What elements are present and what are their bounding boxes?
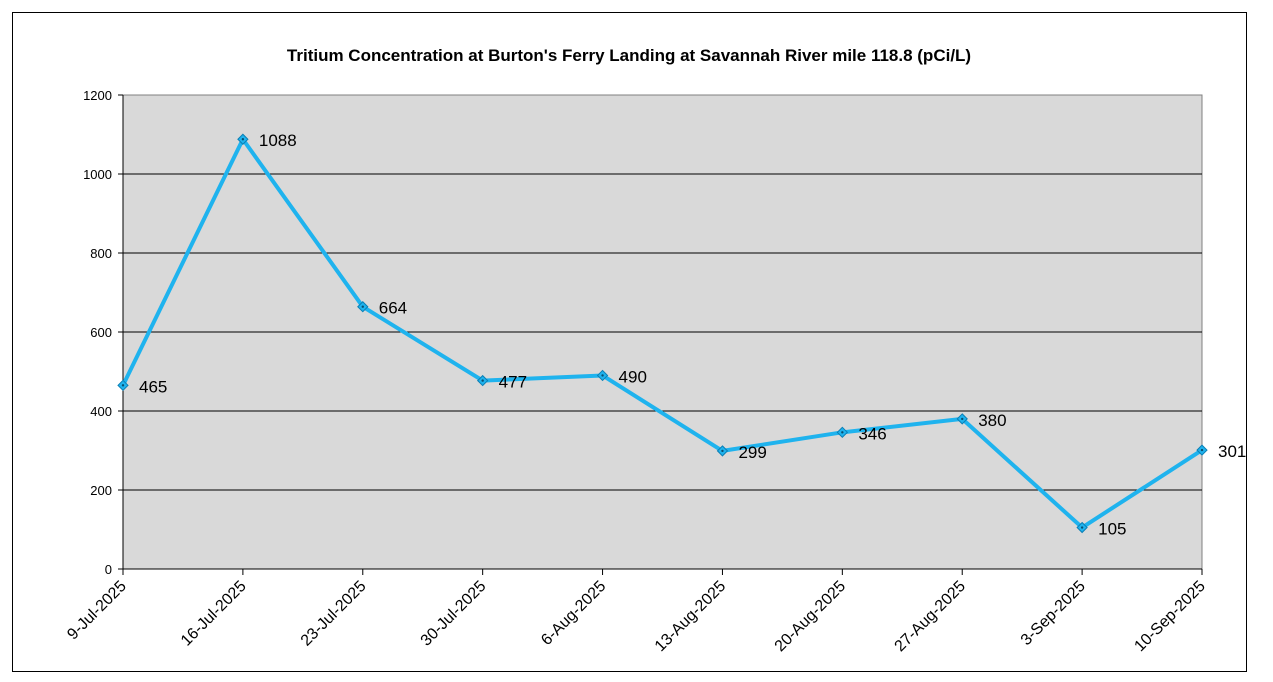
x-tick-label: 10-Sep-2025 — [1131, 578, 1209, 656]
data-label: 664 — [379, 299, 407, 318]
y-tick-label: 400 — [90, 404, 112, 419]
x-tick-label: 20-Aug-2025 — [772, 578, 850, 656]
x-tick-label: 23-Jul-2025 — [298, 578, 370, 650]
data-label: 465 — [139, 377, 167, 396]
data-point-center — [601, 374, 604, 377]
series-line — [121, 137, 1204, 530]
y-axis-ticks: 0 200 400 600 800 1000 1200 — [83, 88, 112, 577]
data-point-center — [481, 379, 484, 382]
y-tick-label: 800 — [90, 246, 112, 261]
data-label: 380 — [978, 411, 1006, 430]
data-label: 346 — [858, 424, 886, 443]
x-tick-label: 3-Sep-2025 — [1018, 578, 1089, 649]
x-axis-ticks: 9-Jul-2025 16-Jul-2025 23-Jul-2025 30-Jul-2… — [64, 578, 1209, 656]
data-point-center — [241, 138, 245, 141]
data-label: 490 — [619, 367, 647, 386]
axes — [118, 94, 1203, 575]
chart-frame: Tritium Concentration at Burton's Ferry … — [12, 12, 1247, 672]
y-tick-label: 0 — [105, 562, 112, 577]
x-tick-label: 27-Aug-2025 — [892, 578, 970, 656]
data-label: 105 — [1098, 520, 1126, 539]
y-tick-label: 600 — [90, 325, 112, 340]
data-point-center — [721, 449, 724, 453]
data-label: 301 — [1218, 442, 1246, 461]
x-tick-label: 13-Aug-2025 — [652, 578, 730, 656]
data-point-center — [961, 417, 964, 421]
data-label: 477 — [499, 373, 527, 392]
data-point-center — [121, 384, 125, 387]
chart-title: Tritium Concentration at Burton's Ferry … — [287, 46, 971, 65]
data-label: 299 — [738, 443, 766, 462]
data-point-center — [1080, 526, 1084, 529]
y-tick-label: 200 — [90, 483, 112, 498]
data-point-center — [841, 431, 844, 434]
x-tick-label: 30-Jul-2025 — [418, 578, 490, 650]
data-label: 1088 — [259, 131, 297, 150]
data-point-center — [1200, 448, 1204, 452]
series-group — [117, 133, 1208, 534]
chart-svg: Tritium Concentration at Burton's Ferry … — [64, 46, 1246, 656]
data-labels: 465 1088 664 477 490 299 346 380 105 301 — [139, 131, 1246, 538]
data-point-center — [361, 305, 364, 308]
x-tick-label: 6-Aug-2025 — [538, 578, 609, 649]
x-tick-label: 16-Jul-2025 — [178, 578, 250, 650]
y-tick-label: 1000 — [83, 167, 112, 182]
y-tick-label: 1200 — [83, 88, 112, 103]
x-tick-label: 9-Jul-2025 — [64, 578, 130, 644]
